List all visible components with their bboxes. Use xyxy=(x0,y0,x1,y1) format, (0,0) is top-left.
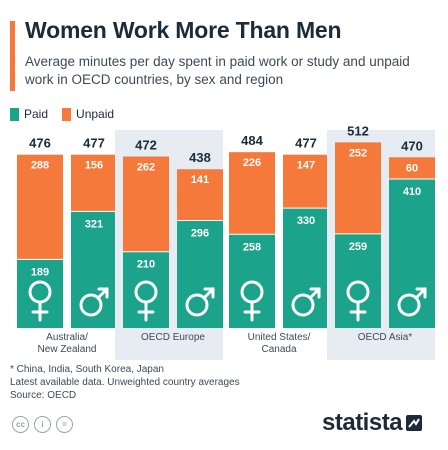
bar-paid-3-men xyxy=(389,179,435,328)
unpaid-label-0-men: 156 xyxy=(85,160,103,172)
region-label-0-line-1: New Zealand xyxy=(38,344,97,355)
bar-unpaid-2-men xyxy=(283,154,329,209)
bar-unpaid-2-women xyxy=(229,152,275,235)
unpaid-label-1-women: 262 xyxy=(137,162,155,174)
unpaid-label-1-men: 141 xyxy=(191,174,209,186)
title-accent-bar xyxy=(10,21,15,91)
paid-label-3-men: 410 xyxy=(403,186,421,198)
bar-unpaid-0-women xyxy=(17,154,63,260)
bar-unpaid-3-men xyxy=(389,157,435,180)
region-label-3-line-0: OECD Asia* xyxy=(358,332,413,343)
unpaid-label-3-women: 252 xyxy=(349,147,367,159)
paid-label-0-men: 321 xyxy=(85,218,103,230)
paid-label-2-women: 258 xyxy=(243,241,261,253)
total-label-0-women: 476 xyxy=(29,136,51,151)
legend-item-paid: Paid xyxy=(10,107,48,121)
unpaid-label-0-women: 288 xyxy=(31,160,49,172)
female-icon-1 xyxy=(134,280,158,322)
region-label-2-line-0: United States/ xyxy=(248,332,311,343)
statista-logo[interactable]: statista xyxy=(322,409,423,437)
total-label-2-men: 477 xyxy=(295,136,317,151)
bar-paid-1-men xyxy=(177,220,223,328)
total-label-2-women: 484 xyxy=(241,133,263,148)
legend-swatch-unpaid xyxy=(62,107,72,121)
total-label-3-men: 470 xyxy=(401,138,423,153)
stacked-bar-chart: 476 288 189 477 156 321 Australia/New Zealand 4… xyxy=(17,123,435,360)
attribution-icon[interactable]: i xyxy=(34,416,51,433)
female-icon-2 xyxy=(240,280,264,322)
legend: Paid Unpaid xyxy=(10,106,128,122)
paid-label-3-women: 259 xyxy=(349,241,367,253)
paid-label-0-women: 189 xyxy=(31,266,49,278)
legend-label-paid: Paid xyxy=(24,107,49,121)
legend-swatch-paid xyxy=(10,107,19,121)
male-icon-3 xyxy=(397,287,427,317)
unpaid-label-3-men: 60 xyxy=(406,162,418,174)
statista-logo-text: statista xyxy=(322,409,403,436)
bar-paid-2-men xyxy=(283,208,329,328)
female-icon-0 xyxy=(28,280,52,322)
total-label-1-men: 438 xyxy=(189,150,211,165)
legend-item-unpaid: Unpaid xyxy=(62,107,114,121)
region-label-1-line-0: OECD Europe xyxy=(141,332,205,343)
male-icon-1 xyxy=(185,287,215,317)
chart-subtitle: Average minutes per day spent in paid wo… xyxy=(25,54,410,87)
region-label-2-line-1: Canada xyxy=(261,344,296,355)
paid-label-1-women: 210 xyxy=(137,259,155,271)
total-label-3-women: 512 xyxy=(347,123,369,138)
statista-logo-mark-icon xyxy=(406,415,423,431)
footnote: * China, India, South Korea, Japan xyxy=(10,364,164,375)
male-icon-2 xyxy=(291,287,321,317)
no-derivatives-icon[interactable]: = xyxy=(56,416,73,433)
legend-label-unpaid: Unpaid xyxy=(76,107,115,121)
creative-commons-icon[interactable]: cc xyxy=(12,416,29,433)
notes: * China, India, South Korea, Japan Lates… xyxy=(10,363,240,402)
source-note: Source: OECD xyxy=(10,390,77,401)
region-label-0-line-0: Australia/ xyxy=(46,332,88,343)
female-icon-3 xyxy=(346,280,370,322)
male-icon-0 xyxy=(79,287,109,317)
chart-title: Women Work More Than Men xyxy=(25,17,342,43)
bar-unpaid-3-women xyxy=(335,142,381,234)
total-label-0-men: 477 xyxy=(83,136,105,151)
unpaid-label-2-men: 147 xyxy=(297,160,315,172)
bar-unpaid-1-men xyxy=(177,169,223,221)
license-icons: cc i = xyxy=(12,416,78,433)
data-note: Latest available data. Unweighted countr… xyxy=(10,377,240,388)
total-label-1-women: 472 xyxy=(135,138,157,153)
paid-label-2-men: 330 xyxy=(297,215,315,227)
bar-paid-0-men xyxy=(71,211,117,328)
paid-label-1-men: 296 xyxy=(191,227,209,239)
unpaid-label-2-women: 226 xyxy=(243,157,261,169)
bar-unpaid-0-men xyxy=(71,154,117,212)
bar-unpaid-1-women xyxy=(123,156,169,252)
